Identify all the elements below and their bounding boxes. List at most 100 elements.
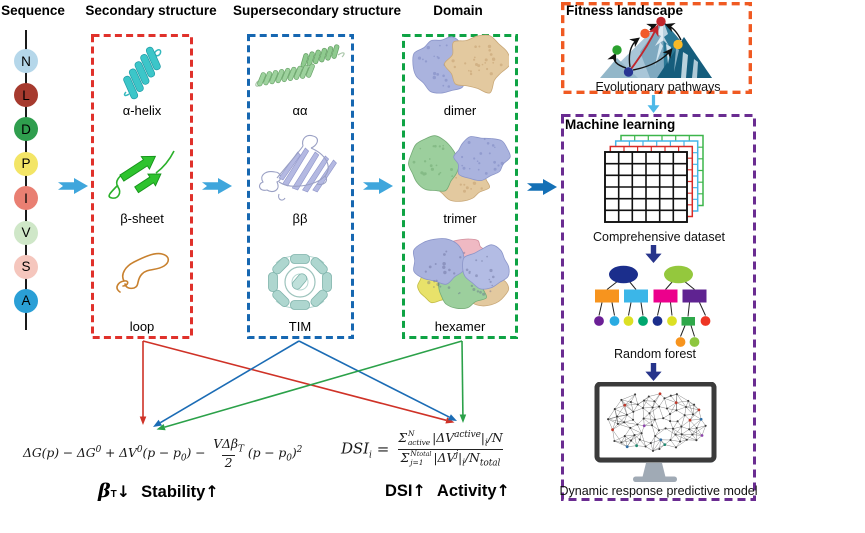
node-purple xyxy=(682,289,707,303)
residue-circle: N xyxy=(14,49,38,73)
residue-letter: A xyxy=(21,293,31,308)
residue-letter: L xyxy=(22,87,30,103)
beta-beta-image xyxy=(258,134,337,201)
eq-sub: i xyxy=(462,458,465,469)
dot-navy xyxy=(623,67,634,77)
monitor-stand-neck xyxy=(642,463,666,477)
loop-label: loop xyxy=(129,319,155,334)
activity-label: DSI ↑ Activity ↑ xyxy=(385,481,510,501)
random-forest-illustration xyxy=(594,265,711,347)
up-arrow-glyph: ↑ xyxy=(412,481,426,500)
alpha-alpha-label: αα xyxy=(292,103,308,118)
node-cyan xyxy=(624,289,648,303)
residue-letter: D xyxy=(21,121,31,137)
stability-equation: ΔG(p) − ΔG0 + ΔV0(p − p0) − VΔβT 2 (p − p0… xyxy=(23,436,302,470)
tree2-root xyxy=(664,265,693,284)
residue-letter: P xyxy=(21,156,31,171)
comprehensive-dataset-caption: Comprehensive dataset xyxy=(592,230,726,244)
eq-sup: N xyxy=(410,449,417,459)
residue-circle: S xyxy=(14,254,38,279)
flow-arrow-2 xyxy=(202,178,232,194)
residue-circle: L xyxy=(14,83,38,107)
monitor-stand-base xyxy=(633,476,677,482)
eq-sub: 0 xyxy=(286,453,292,464)
flow-arrow-1 xyxy=(58,178,88,194)
eq-term: VΔβ xyxy=(213,436,238,451)
eq-term: = xyxy=(376,439,390,458)
eq-term: | xyxy=(458,450,463,466)
residue-circle: P xyxy=(14,151,38,176)
residue-circle: V xyxy=(14,220,38,245)
sigma: Σ xyxy=(398,430,407,446)
leaf-orange2 xyxy=(675,337,686,347)
sequence-header: Sequence xyxy=(1,3,65,18)
residue-letter: V xyxy=(21,225,31,240)
supersecondary-structure-header: Supersecondary structure xyxy=(232,3,402,18)
up-arrow-glyph: ↑ xyxy=(496,481,510,500)
supersecondary-structure-box xyxy=(247,34,354,339)
residue-circle: I xyxy=(14,186,38,210)
residue-circle: A xyxy=(14,288,38,313)
eq-term: /N xyxy=(487,430,503,446)
leaf-yellow xyxy=(623,316,634,326)
residue-circle: D xyxy=(14,117,38,141)
eq-term: DSI xyxy=(341,439,369,458)
eq-sup: 0 xyxy=(95,444,102,455)
eq-sub: i xyxy=(484,438,488,449)
eq-sub: total xyxy=(416,450,432,459)
comprehensive-dataset-illustration xyxy=(604,134,704,223)
dot-yellow xyxy=(673,39,683,50)
eq-term: |ΔV xyxy=(433,450,456,466)
leaf-yellow2 xyxy=(667,316,677,326)
leaf-navy xyxy=(652,316,663,326)
fitness-landscape-illustration xyxy=(600,16,712,78)
predictive-model-monitor xyxy=(594,382,717,482)
monitor-frame xyxy=(594,382,717,463)
activity-text: Activity xyxy=(436,482,497,500)
dimer-image xyxy=(412,34,509,94)
sigma: Σ xyxy=(400,450,410,466)
alpha-helix-image xyxy=(123,46,162,100)
leaf-purple xyxy=(594,316,604,326)
residue-letter: N xyxy=(21,53,31,69)
evolutionary-pathways-caption: Evolutionary pathways xyxy=(595,80,721,94)
eq-sup: N xyxy=(407,429,415,439)
secondary-structure-box xyxy=(91,34,193,339)
leaf-green-rect xyxy=(681,317,695,326)
machine-learning-box xyxy=(561,114,756,501)
dot-green xyxy=(612,45,622,55)
tree-edges xyxy=(598,280,706,337)
alpha-helix-label: α-helix xyxy=(122,103,162,118)
eq-term: ΔG(p) − ΔG xyxy=(23,445,96,461)
network-graph xyxy=(607,392,707,452)
dimer-label: dimer xyxy=(443,103,477,118)
leaf-jade xyxy=(638,316,648,326)
eq-sub: active xyxy=(407,437,431,447)
node-orange xyxy=(595,289,619,303)
trimer-image xyxy=(408,135,511,202)
eq-term: (p − p xyxy=(142,445,181,461)
eq-sup: 0 xyxy=(136,444,143,455)
fitness-landscape-box xyxy=(561,2,752,94)
tim-label: TIM xyxy=(288,319,312,334)
eq-term: (p − p xyxy=(247,445,287,461)
stability-label: β T ↓ Stability ↑ xyxy=(98,480,219,502)
beta-beta-label: ββ xyxy=(292,211,308,226)
sequence-backbone-line xyxy=(25,30,27,330)
alpha-alpha-image xyxy=(255,44,345,87)
ml-arrow-1 xyxy=(645,245,662,263)
eq-sub: j=1 xyxy=(410,457,424,467)
secondary-structure-header: Secondary structure xyxy=(85,3,217,18)
eq-term: | xyxy=(480,430,485,446)
eq-term: 2 xyxy=(224,454,233,470)
trimer-label: trimer xyxy=(443,211,477,226)
dot-darkred xyxy=(656,16,666,27)
residue-letter: I xyxy=(24,190,28,206)
domain-box xyxy=(402,34,518,339)
eq-sup: j xyxy=(455,450,459,460)
eq-sub: i xyxy=(368,450,372,461)
fitness-to-ml-arrow xyxy=(647,95,660,113)
loop-image xyxy=(116,252,170,293)
